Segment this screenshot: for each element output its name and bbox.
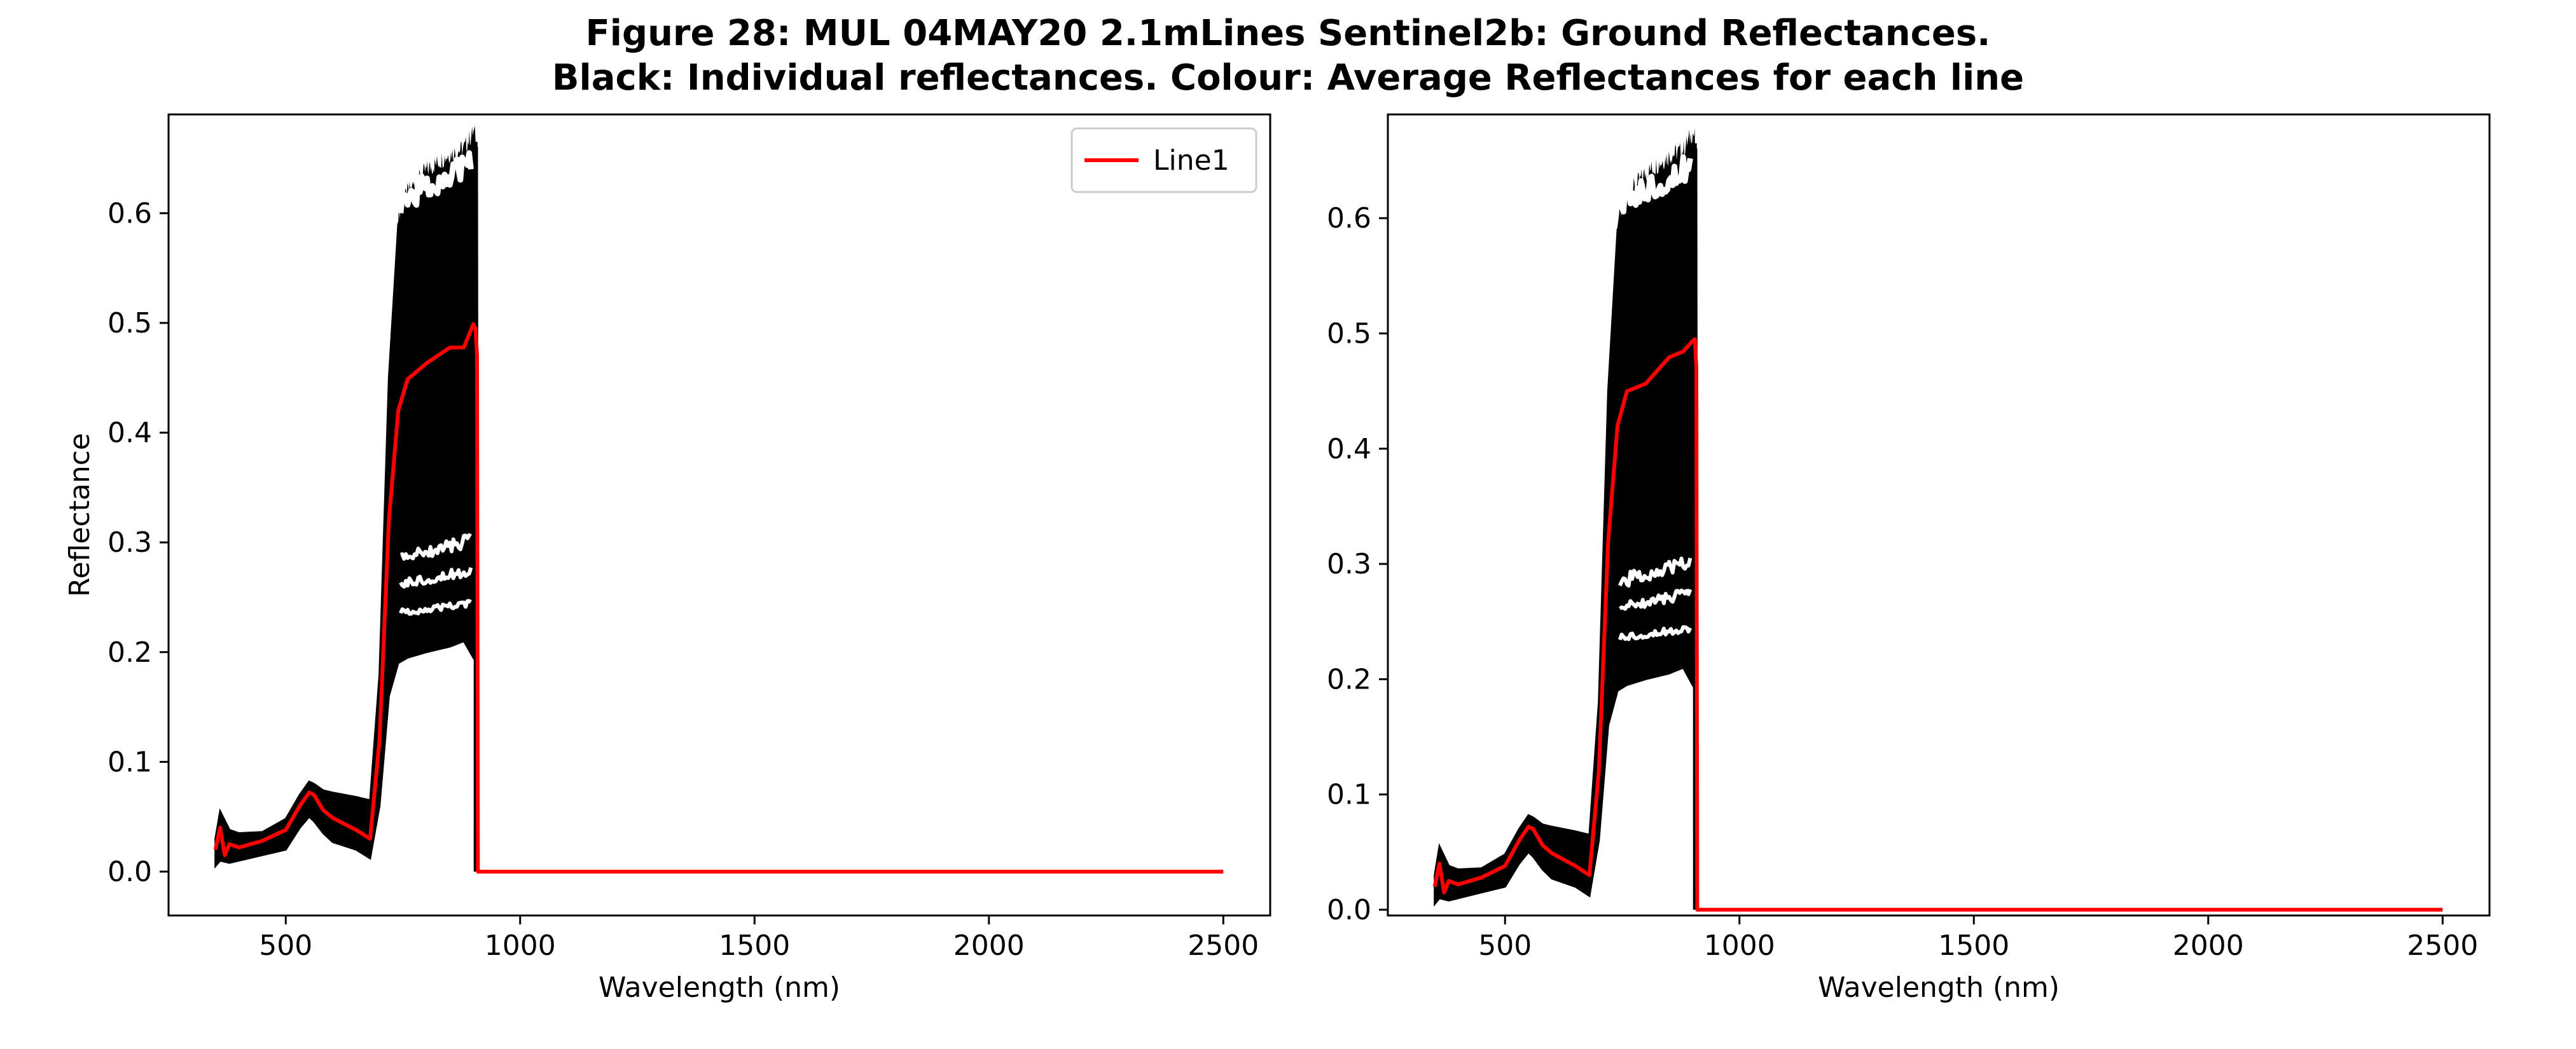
- figure-title-line2: Black: Individual reflectances. Colour: …: [551, 57, 2025, 99]
- legend-label: Line1: [1153, 144, 1229, 177]
- chart-left: 500 1000 1500 2000 2500 0.0 0.1 0.2 0.3 0.4 0.5 0.6…: [64, 113, 1271, 1004]
- x-axis-label: Wavelength (nm): [1818, 971, 2060, 1004]
- axes-frame: [167, 113, 1271, 917]
- y-tick-label: 0.0: [1327, 894, 1371, 926]
- average-reflectance-line: [213, 322, 1224, 874]
- y-tick-label: 0.2: [107, 636, 152, 669]
- individual-reflectance-gap: [399, 599, 472, 616]
- y-tick-label: 0.0: [107, 856, 152, 888]
- y-tick-label: 0.3: [107, 526, 152, 559]
- x-tick-label: 2000: [2173, 929, 2244, 962]
- x-tick-label: 1500: [719, 929, 790, 962]
- y-tick-label: 0.6: [107, 197, 152, 230]
- legend: Line1: [1070, 127, 1257, 193]
- y-tick-label: 0.6: [1327, 202, 1371, 235]
- x-axis-label: Wavelength (nm): [599, 971, 840, 1004]
- x-tick-label: 2000: [953, 929, 1025, 962]
- y-tick-label: 0.3: [1327, 548, 1371, 580]
- x-tick-label: 2500: [2407, 929, 2478, 962]
- y-tick-label: 0.2: [1327, 663, 1371, 696]
- y-tick-label: 0.4: [1327, 433, 1371, 465]
- legend-box: [1070, 127, 1257, 193]
- y-tick-label: 0.5: [1327, 317, 1371, 350]
- individual-reflectance-gap: [1617, 154, 1693, 215]
- y-tick-label: 0.1: [107, 746, 152, 778]
- individual-reflectance-gap: [1617, 625, 1693, 641]
- axes-frame: [1387, 113, 2491, 917]
- x-tick-label: 500: [259, 929, 312, 962]
- chart-right: 500 1000 1500 2000 2500 0.0 0.1 0.2 0.3 0.4 0.5 0.6…: [1327, 113, 2491, 1004]
- figure-title: Figure 28: MUL 04MAY20 2.1mLines Sentine…: [0, 11, 2576, 100]
- y-tick-label: 0.1: [1327, 779, 1371, 811]
- individual-reflectance-noise: [398, 125, 476, 543]
- individual-reflectance-noise: [1617, 128, 1695, 565]
- individual-reflectance-gap: [399, 566, 473, 589]
- individual-reflectance-gap: [400, 533, 472, 561]
- x-tick-label: 1000: [1704, 929, 1775, 962]
- y-tick-label: 0.5: [107, 307, 152, 339]
- x-tick-label: 1000: [485, 929, 556, 962]
- x-tick-label: 2500: [1188, 929, 1259, 962]
- x-tick-label: 1500: [1938, 929, 2009, 962]
- individual-reflectance-gap: [1618, 556, 1693, 588]
- individual-reflectance-gap: [398, 150, 474, 214]
- y-axis-label: Reflectance: [64, 433, 96, 597]
- average-reflectance-line: [1432, 337, 2443, 912]
- individual-reflectance-gap: [1619, 588, 1693, 611]
- x-tick-label: 500: [1478, 929, 1532, 962]
- figure-title-line1: Figure 28: MUL 04MAY20 2.1mLines Sentine…: [585, 13, 1991, 54]
- y-tick-label: 0.4: [107, 417, 152, 449]
